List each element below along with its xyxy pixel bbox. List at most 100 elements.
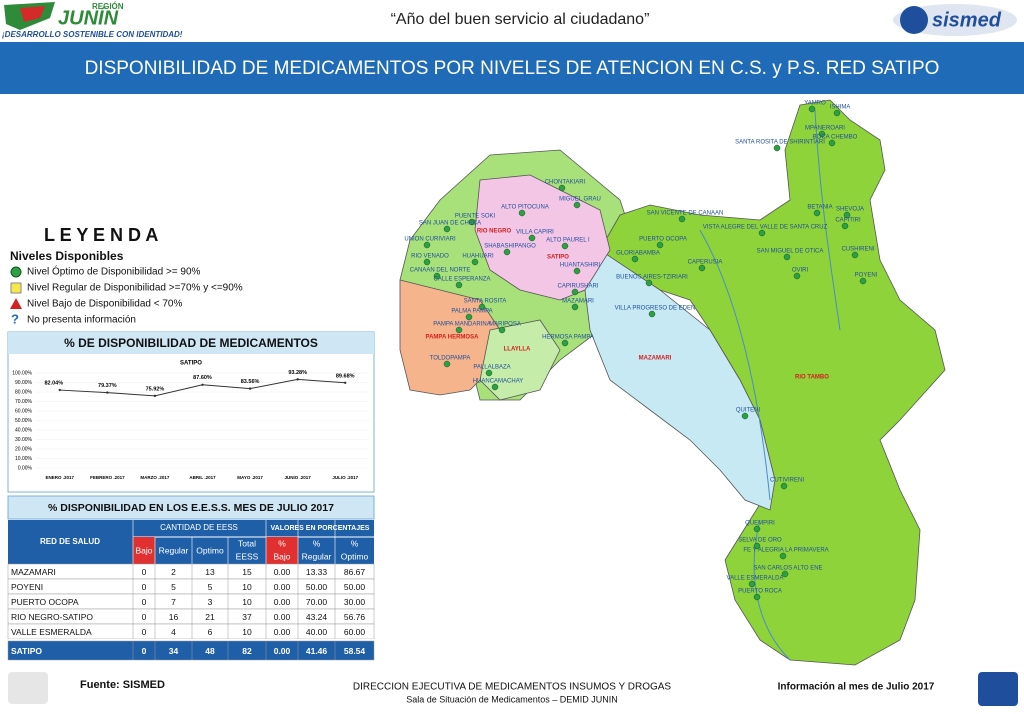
place-label: CAPITIRI (835, 218, 861, 224)
table-cell: 60.00 (344, 627, 366, 637)
place-marker (741, 412, 749, 420)
table-cell: 86.67 (344, 567, 366, 577)
table-cell: 0 (142, 612, 147, 622)
place-marker (478, 303, 486, 311)
table-cell: 2 (171, 567, 176, 577)
point (248, 387, 252, 390)
table-column-header: EESS (236, 551, 259, 561)
table-cell: 13.33 (306, 567, 328, 577)
legend-swatch (10, 298, 22, 309)
place-marker (833, 109, 841, 117)
value-label: 79.37% (98, 383, 117, 389)
place-label: CHONTAKIARI (545, 180, 586, 186)
place-marker (818, 130, 826, 138)
place-marker (455, 281, 463, 289)
place-marker (859, 277, 867, 285)
place-label: FE Y ALEGRIA LA PRIMAVERA (743, 548, 828, 554)
table-cell: 0.00 (274, 582, 291, 592)
point (296, 378, 299, 381)
table-cell: 50.00 (344, 582, 366, 592)
place-label: RIO VENADO (411, 254, 449, 260)
district-label: RIO NEGRO (477, 229, 512, 235)
place-marker (573, 267, 581, 275)
place-label: ALTO PAUREL I (546, 238, 590, 244)
legend-subtitle: Niveles Disponibles (10, 249, 124, 263)
place-marker (528, 234, 536, 242)
place-marker (433, 272, 441, 280)
table-group-header: CANTIDAD DE EESS (160, 523, 238, 532)
place-label: SAN JUAN DE CHECA (419, 221, 481, 227)
table-cell: 0 (142, 582, 147, 592)
footer-logo (8, 672, 48, 704)
legend-text: No presenta información (27, 315, 136, 326)
place-label: HUANTASHIRI (560, 263, 601, 269)
place-marker (828, 139, 836, 147)
place-label: QUEMPIRI (745, 521, 775, 527)
table-cell: RIO NEGRO-SATIPO (11, 612, 93, 622)
table-cell: 0 (142, 567, 147, 577)
place-marker (455, 326, 463, 334)
place-label: OVIRI (792, 268, 809, 274)
place-marker (645, 279, 653, 287)
place-label: POYENI (855, 273, 878, 279)
table-cell: 21 (205, 612, 215, 622)
district-label: RIO TAMBO (795, 375, 829, 381)
place-label: CALLE ESPERANZA (433, 277, 490, 283)
district-label: SATIPO (547, 255, 569, 261)
place-marker (485, 369, 493, 377)
place-label: PALMA PAMPA (451, 309, 492, 315)
table-cell: 0.00 (274, 627, 291, 637)
place-marker (443, 360, 451, 368)
table-gap (8, 639, 374, 641)
place-marker (793, 272, 801, 280)
place-label: SAN CARLOS ALTO ENE (753, 566, 822, 572)
table-title-bg (7, 495, 375, 520)
table-column-header: Optimo (341, 551, 369, 561)
footer-info: Información al mes de Julio 2017 (778, 682, 935, 693)
place-marker (423, 241, 431, 249)
place-label: PUERTO ROCA (738, 589, 782, 595)
place-marker (753, 542, 761, 550)
district-label: PAMPA HERMOSA (426, 335, 480, 341)
sismed-logo-icon (900, 6, 928, 34)
motto: “Año del buen servicio al ciudadano” (391, 11, 650, 28)
y-tick-label: 100.00% (12, 370, 32, 376)
table-header (8, 520, 374, 564)
district-label: LLAYLLA (504, 347, 531, 353)
table-cell: 34 (169, 646, 179, 656)
value-label: 89.68% (336, 373, 355, 379)
table-cell: 4 (171, 627, 176, 637)
place-label: SANTA ROSITA DE SHIRINTIARI (735, 140, 825, 146)
district-label: MAZAMARI (639, 356, 672, 362)
table-cell: 30.00 (344, 597, 366, 607)
place-marker (631, 255, 639, 263)
place-marker (841, 222, 849, 230)
place-label: HUANCAMACHAY (473, 379, 524, 385)
value-label: 83.56% (241, 379, 260, 385)
place-marker (753, 525, 761, 533)
table-cell: 6 (208, 627, 213, 637)
table-cell: 3 (208, 597, 213, 607)
place-marker (758, 229, 766, 237)
footer-office: DIRECCION EJECUTIVA DE MEDICAMENTOS INSU… (353, 682, 672, 693)
chart-box (7, 331, 375, 493)
chart-title: SATIPO (180, 361, 202, 367)
title-band (0, 42, 1024, 94)
table-cell: VALLE ESMERALDA (11, 627, 92, 637)
y-tick-label: 90.00% (15, 380, 33, 386)
sismed-logo: sismed (932, 9, 1002, 31)
table-column-header: Total (238, 538, 256, 548)
table-cell: 82 (242, 646, 252, 656)
place-marker (423, 258, 431, 266)
y-tick-label: 50.00% (15, 418, 33, 424)
point (58, 388, 61, 392)
table-cell: 5 (208, 582, 213, 592)
value-label: 93.28% (288, 370, 307, 376)
place-marker (783, 253, 791, 261)
x-tick-label: FEBRERO .2017 (90, 475, 125, 480)
place-marker (753, 593, 761, 601)
place-label: ALTO PITOCUNA (501, 205, 549, 211)
legend-swatch (10, 266, 22, 278)
place-marker (698, 264, 706, 272)
